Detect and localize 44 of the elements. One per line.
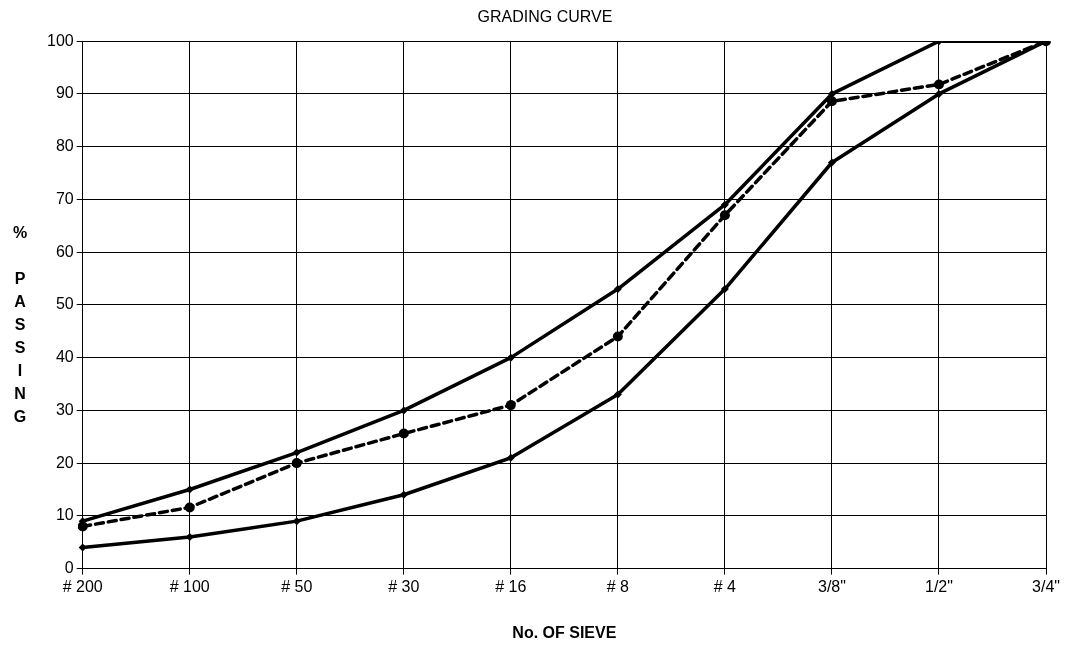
x-tick-label: # 100 [169, 577, 210, 595]
x-tick-label: # 8 [606, 577, 630, 595]
point [506, 453, 515, 462]
y-tick-label: 10 [55, 506, 74, 524]
y-tick-label: 20 [55, 453, 74, 471]
text: % PASSING [12, 224, 28, 426]
point [933, 79, 944, 90]
x-tick-label: # 4 [713, 577, 737, 595]
point [934, 89, 943, 98]
y-tick-label: 100 [46, 31, 74, 49]
point [719, 210, 730, 221]
point [612, 331, 623, 342]
y-tick-label: 40 [55, 348, 74, 366]
y-tick-label: 80 [55, 137, 74, 155]
point [398, 428, 409, 439]
x-tick-label: # 30 [388, 577, 420, 595]
point [185, 485, 194, 494]
point [827, 158, 836, 167]
point [292, 448, 301, 457]
x-axis-title: No. OF SIEVE [512, 623, 617, 641]
y-tick-label: 60 [55, 242, 74, 260]
y-tick-label: 70 [55, 189, 74, 207]
x-tick-label: # 200 [62, 577, 103, 595]
y-tick-label: 90 [55, 84, 74, 102]
point [505, 400, 516, 411]
x-tick-label: 1/2" [925, 577, 953, 595]
x-tick-label: # 16 [495, 577, 527, 595]
x-tick-label: 3/4" [1032, 577, 1060, 595]
chart-title: GRADING CURVE [477, 8, 613, 26]
point [291, 458, 302, 469]
y-tick-label: 50 [55, 295, 74, 313]
point [720, 285, 729, 294]
point [613, 390, 622, 399]
x-tick-label: # 50 [281, 577, 313, 595]
point [720, 200, 729, 209]
point [184, 502, 195, 513]
point [399, 490, 408, 499]
y-tick-label: 30 [55, 400, 74, 418]
point [827, 89, 836, 98]
x-tick-label: 3/8" [817, 577, 846, 595]
point [399, 406, 408, 415]
y-tick-label: 0 [64, 559, 74, 577]
point [613, 285, 622, 294]
point [506, 353, 515, 362]
